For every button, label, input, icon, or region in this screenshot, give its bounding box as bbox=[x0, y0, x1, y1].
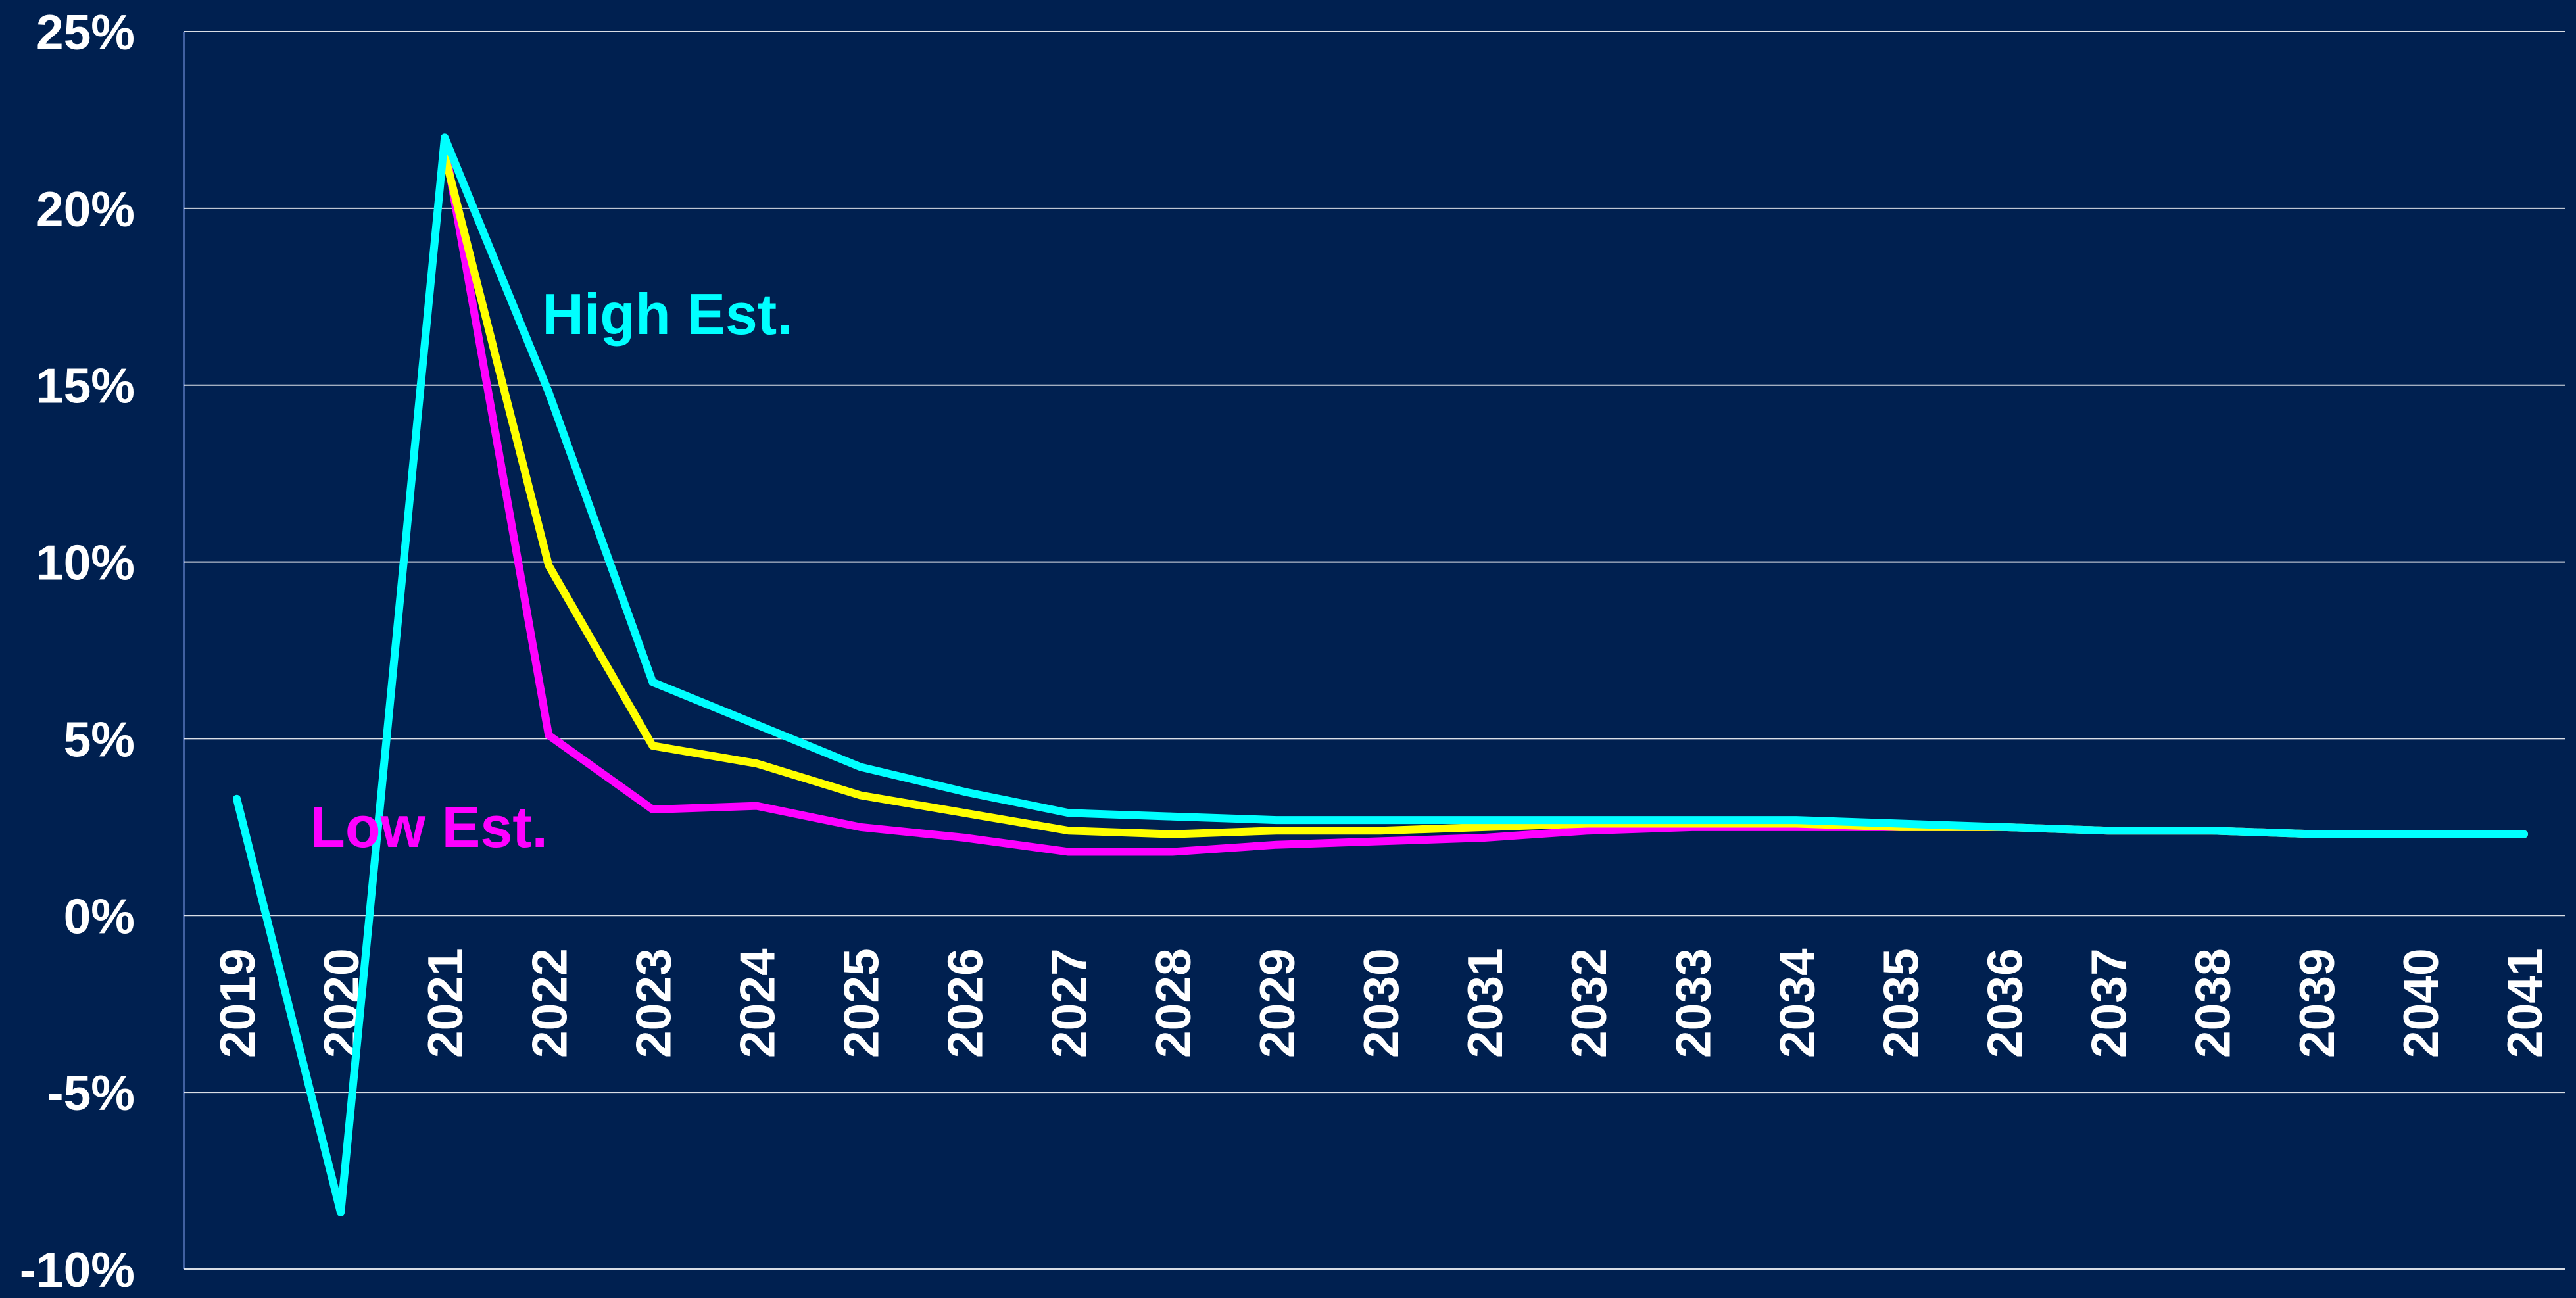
x-tick-label: 2035 bbox=[1873, 948, 1928, 1058]
x-tick-label: 2027 bbox=[1042, 948, 1097, 1058]
x-tick-label: 2040 bbox=[2393, 948, 2448, 1058]
x-tick-label: 2036 bbox=[1978, 948, 2033, 1058]
x-tick-label: 2037 bbox=[2081, 948, 2137, 1058]
annotations: High Est. Low Est. bbox=[310, 281, 792, 859]
y-tick-label: -10% bbox=[20, 1242, 135, 1297]
y-tick-label: -5% bbox=[47, 1065, 135, 1120]
series-line-0 bbox=[441, 141, 2528, 856]
y-tick-label: 5% bbox=[64, 711, 135, 767]
y-tick-label: 0% bbox=[64, 888, 135, 944]
y-tick-label: 15% bbox=[36, 358, 135, 414]
x-tick-label: 2025 bbox=[834, 948, 889, 1058]
x-tick-label: 2031 bbox=[1457, 948, 1513, 1058]
x-tick-label: 2029 bbox=[1250, 948, 1305, 1058]
x-axis-ticks: 2019 2020 2021 2022 2023 2024 2025 2026 2027 2028… bbox=[210, 948, 2552, 1058]
y-tick-label: 25% bbox=[36, 5, 135, 60]
x-tick-label: 2039 bbox=[2289, 948, 2345, 1058]
x-tick-label: 2023 bbox=[625, 948, 681, 1058]
series-line-1 bbox=[441, 151, 2528, 838]
series-line-2 bbox=[233, 133, 2528, 1216]
x-tick-label: 2022 bbox=[522, 948, 577, 1058]
x-tick-label: 2041 bbox=[2497, 948, 2552, 1058]
x-tick-label: 2038 bbox=[2185, 948, 2241, 1058]
x-tick-label: 2030 bbox=[1353, 948, 1409, 1058]
x-tick-label: 2021 bbox=[418, 948, 473, 1058]
series-lines bbox=[233, 133, 2528, 1216]
y-tick-label: 10% bbox=[36, 535, 135, 590]
x-tick-label: 2026 bbox=[938, 948, 993, 1058]
grid-lines bbox=[183, 31, 2565, 1270]
annotation-0: High Est. bbox=[542, 281, 792, 347]
x-tick-label: 2019 bbox=[210, 948, 265, 1058]
x-tick-label: 2024 bbox=[729, 948, 785, 1058]
y-tick-label: 20% bbox=[36, 181, 135, 237]
annotation-1: Low Est. bbox=[310, 794, 548, 859]
x-tick-label: 2028 bbox=[1146, 948, 1201, 1058]
x-tick-label: 2032 bbox=[1561, 948, 1616, 1058]
x-tick-label: 2034 bbox=[1769, 948, 1824, 1058]
x-tick-label: 2033 bbox=[1665, 948, 1720, 1058]
y-axis-ticks: 25% 20% 15% 10% 5% 0% -5% -10% bbox=[20, 5, 135, 1297]
